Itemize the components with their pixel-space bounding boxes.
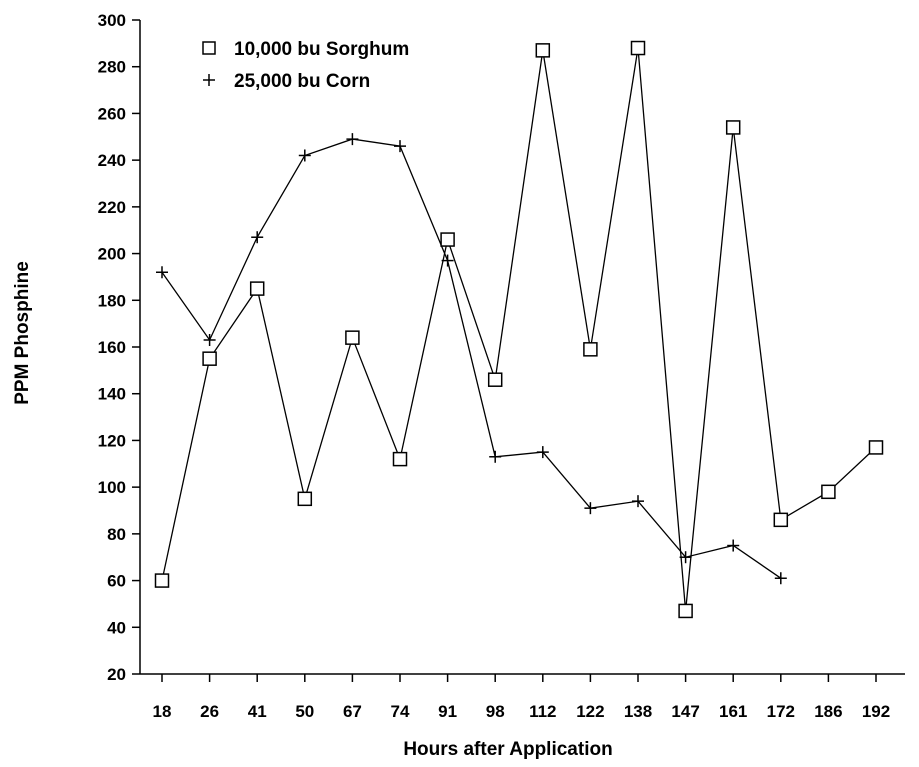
- y-tick-label: 140: [98, 385, 126, 404]
- sorghum-point: [345, 330, 360, 345]
- x-tick-label: 112: [529, 702, 556, 721]
- corn-point: [774, 572, 787, 585]
- x-tick-label: 50: [295, 702, 314, 721]
- axes: [139, 20, 905, 675]
- corn-point: [394, 140, 406, 153]
- y-tick-label: 40: [107, 618, 126, 637]
- legend: 10,000 bu Sorghum 25,000 bu Corn: [202, 39, 409, 92]
- corn-series-line: [161, 138, 782, 579]
- corn-point: [584, 502, 597, 515]
- sorghum-point: [249, 281, 265, 296]
- sorghum-point: [868, 440, 884, 455]
- x-tick-label: 74: [391, 702, 410, 721]
- sorghum-point: [202, 351, 217, 366]
- sorghum-point: [773, 512, 789, 528]
- y-axis-title: PPM Phosphine: [12, 261, 33, 405]
- sorghum-point: [678, 603, 693, 619]
- y-tick-label: 180: [98, 291, 126, 310]
- x-tick-label: 67: [343, 702, 362, 721]
- x-tick-label: 161: [719, 702, 747, 721]
- y-tick-label: 300: [98, 11, 126, 30]
- series-lines: [161, 47, 877, 611]
- corn-point: [489, 450, 502, 463]
- x-tick-label: 186: [814, 702, 842, 721]
- x-tick-label: 122: [576, 702, 604, 721]
- sorghum-point: [630, 40, 646, 56]
- corn-point: [251, 231, 264, 244]
- x-tick-label: 192: [862, 702, 890, 721]
- x-tick-label: 147: [671, 702, 699, 721]
- sorghum-point: [725, 120, 741, 135]
- sorghum-point: [297, 491, 313, 507]
- corn-point: [536, 446, 549, 459]
- y-tick-label: 160: [98, 338, 126, 357]
- sorghum-point: [583, 342, 598, 357]
- corn-point: [727, 539, 740, 552]
- sorghum-series-line: [161, 47, 877, 611]
- sorghum-point: [821, 484, 836, 500]
- corn-point: [346, 133, 359, 146]
- y-tick-label: 200: [98, 245, 126, 264]
- corn-point: [203, 333, 216, 346]
- sorghum-point: [392, 451, 408, 467]
- corn-point: [298, 149, 311, 162]
- sorghum-point: [487, 372, 503, 387]
- corn-point: [632, 495, 644, 508]
- x-axis-title: Hours after Application: [403, 739, 612, 760]
- y-tick-label: 120: [98, 431, 126, 450]
- legend-corn-label: 25,000 bu Corn: [234, 71, 370, 92]
- y-tick-label: 100: [98, 478, 126, 497]
- x-tick-label: 98: [486, 702, 505, 721]
- y-tick-label: 220: [98, 198, 126, 217]
- x-tick-label: 41: [248, 702, 267, 721]
- y-tick-label: 80: [107, 525, 126, 544]
- legend-sorghum-label: 10,000 bu Sorghum: [234, 39, 409, 60]
- x-tick-label: 91: [438, 702, 457, 721]
- x-tick-label: 172: [767, 702, 795, 721]
- y-tick-label: 60: [107, 572, 126, 591]
- y-ticks: 20 40 60 80 100 120 140 160 180 200 220 240 260 280 30…: [98, 11, 140, 684]
- y-tick-label: 280: [98, 58, 126, 77]
- markers: [154, 40, 884, 619]
- corn-point: [441, 254, 454, 267]
- x-tick-label: 138: [624, 702, 652, 721]
- corn-point: [679, 551, 692, 564]
- legend-corn-marker: [203, 74, 215, 86]
- x-tick-label: 26: [200, 702, 219, 721]
- sorghum-point: [440, 232, 455, 247]
- y-tick-label: 240: [98, 151, 126, 170]
- y-tick-label: 20: [107, 665, 126, 684]
- x-ticks: 18 26 41 50 67 74 91 98 112 122 138 147 161 172 186 192: [153, 674, 890, 721]
- sorghum-point: [154, 573, 170, 588]
- x-tick-label: 18: [153, 702, 172, 721]
- sorghum-point: [535, 43, 551, 58]
- corn-point: [156, 266, 168, 279]
- legend-sorghum-marker: [202, 41, 216, 55]
- y-tick-label: 260: [98, 104, 126, 123]
